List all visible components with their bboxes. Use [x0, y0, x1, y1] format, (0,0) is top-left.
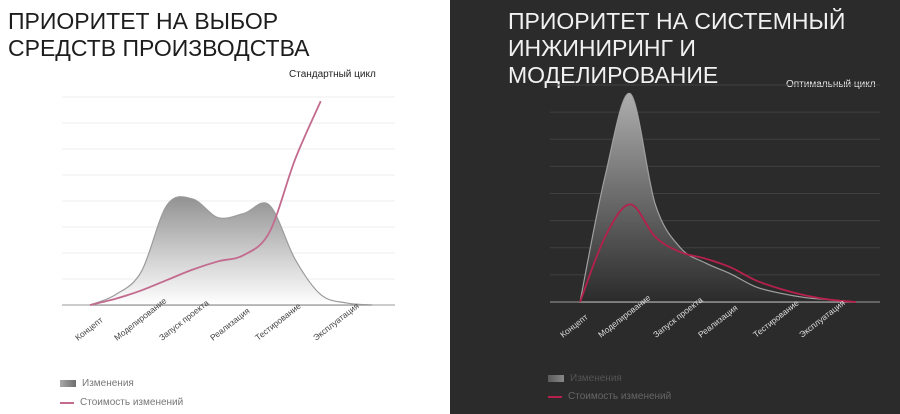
chart-title: ПРИОРИТЕТ НА ВЫБОР СРЕДСТВ ПРОИЗВОДСТВА: [8, 8, 310, 61]
legend-item-changes: Изменения: [548, 373, 622, 384]
series-line-cost: [579, 203, 857, 303]
chart-subtitle: Стандартный цикл: [289, 69, 376, 80]
legend-item-cost: Стоимость изменений: [548, 391, 671, 402]
x-tick-label: Эксплуатация: [797, 297, 847, 339]
legend-label: Изменения: [570, 373, 622, 384]
x-tick-label: Тестирование: [253, 301, 303, 343]
optimal-cycle-panel: ПРИОРИТЕТ НА СИСТЕМНЫЙ ИНЖИНИРИНГ И МОДЕ…: [450, 0, 900, 414]
series-area-changes: [579, 93, 857, 303]
standard-cycle-panel: ПРИОРИТЕТ НА ВЫБОР СРЕДСТВ ПРОИЗВОДСТВА …: [8, 8, 376, 80]
legend-label: Стоимость изменений: [80, 397, 184, 408]
x-tick-label: Концепт: [558, 312, 590, 340]
chart-title: ПРИОРИТЕТ НА СИСТЕМНЫЙ ИНЖИНИРИНГ И МОДЕ…: [508, 8, 846, 88]
legend-item-cost: Стоимость изменений: [60, 397, 183, 408]
x-tick-label: Тестирование: [751, 298, 801, 340]
x-tick-label: Концепт: [73, 315, 105, 343]
legend-label: Изменения: [82, 378, 134, 389]
series-line-cost: [89, 100, 322, 306]
x-tick-label: Эксплуатация: [311, 300, 361, 342]
series-area-changes: [89, 196, 373, 306]
x-tick-label: Реализация: [696, 302, 740, 339]
legend-label: Стоимость изменений: [568, 391, 672, 402]
legend-swatch: [548, 375, 564, 382]
legend-item-changes: Изменения: [60, 378, 134, 389]
legend-swatch: [548, 395, 562, 398]
legend-swatch: [60, 401, 74, 404]
legend-swatch: [60, 380, 76, 387]
x-tick-label: Реализация: [208, 305, 252, 342]
